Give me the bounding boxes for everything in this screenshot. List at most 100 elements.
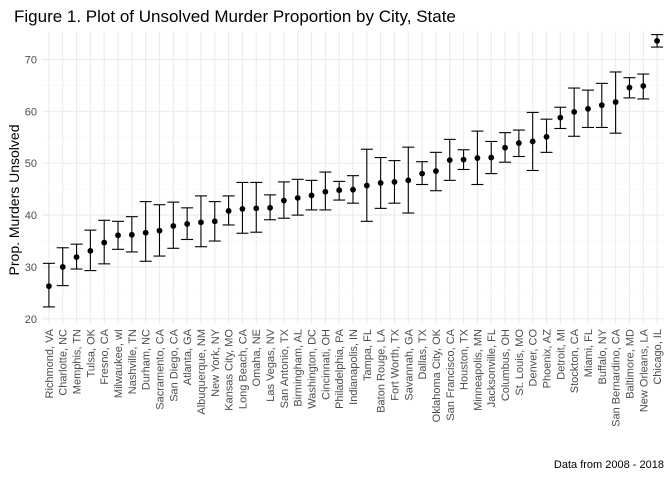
x-tick-label: Milwaukee, wI — [113, 329, 125, 398]
data-point — [239, 205, 246, 212]
data-point — [474, 155, 481, 161]
x-tick-label: Kansas City, MO — [224, 329, 236, 411]
x-tick-label: Jacksonville, FL — [486, 329, 498, 407]
x-tick-label: Buffalo, NY — [597, 328, 609, 384]
data-point — [488, 154, 495, 161]
data-point — [391, 179, 398, 185]
data-point — [543, 133, 550, 140]
x-axis-ticks: Richmond, VA Charlotte, NC Memphis, TN Tuls… — [44, 328, 664, 427]
x-tick-label: Detroit, MI — [555, 329, 567, 380]
x-tick-label: Columbus, OH — [500, 329, 512, 401]
data-point — [280, 197, 287, 204]
data-point — [585, 105, 591, 112]
x-tick-label: Fort Worth, TX — [389, 328, 401, 400]
x-tick-label: Las Vegas, NV — [265, 328, 277, 401]
data-point — [405, 177, 412, 184]
data-point — [377, 180, 384, 186]
x-tick-label: Fresno, CA — [99, 328, 111, 384]
y-tick-label: 30 — [25, 262, 37, 274]
data-point — [571, 108, 578, 115]
chart-caption: Data from 2008 - 2018 — [554, 459, 664, 471]
x-tick-label: New York, NY — [210, 328, 222, 397]
data-point — [350, 186, 356, 193]
data-point — [170, 223, 177, 229]
x-tick-label: New Orleans, LA — [638, 328, 650, 412]
data-point — [59, 264, 66, 270]
data-point — [46, 283, 52, 290]
data-point — [101, 239, 108, 246]
x-tick-label: Richmond, VA — [44, 328, 56, 398]
data-point — [128, 231, 135, 238]
data-point — [612, 99, 619, 105]
data-point — [640, 83, 647, 89]
data-point — [87, 247, 94, 254]
x-tick-label: Charlotte, NC — [58, 329, 70, 396]
y-axis-label: Prop. Murders Unsolved — [6, 125, 22, 276]
x-tick-label: Miami, FL — [583, 329, 595, 377]
data-point — [446, 157, 453, 164]
x-tick-label: Savannah, GA — [403, 328, 415, 400]
x-tick-label: Houston, TX — [459, 328, 471, 390]
y-tick-label: 70 — [25, 55, 37, 67]
y-tick-label: 60 — [25, 106, 37, 118]
data-point — [198, 219, 204, 226]
x-tick-label: San Antonio, TX — [279, 328, 291, 408]
data-point — [557, 114, 564, 121]
x-tick-label: Omaha, NE — [251, 329, 263, 386]
data-point — [142, 229, 149, 236]
data-point — [294, 195, 301, 201]
x-tick-label: Stockton, CA — [569, 328, 581, 393]
x-tick-label: Oklahoma City, OK — [431, 328, 443, 422]
x-tick-label: Philadelphia, PA — [334, 328, 346, 409]
chart-title: Figure 1. Plot of Unsolved Murder Propor… — [14, 7, 456, 26]
x-tick-label: Albuquerque, NM — [196, 329, 208, 415]
data-points — [46, 37, 660, 290]
data-point — [115, 232, 121, 239]
y-tick-label: 50 — [25, 158, 37, 170]
data-point — [322, 188, 329, 195]
data-point — [73, 254, 80, 261]
y-tick-label: 40 — [25, 210, 37, 222]
x-tick-label: Cincinnati, OH — [320, 329, 332, 400]
x-tick-label: Atlanta, GA — [182, 328, 194, 385]
y-axis-ticks: 20 30 40 50 60 70 — [25, 55, 37, 326]
x-tick-label: Dallas, TX — [417, 328, 429, 379]
data-point — [336, 187, 343, 194]
x-tick-label: Durham, NC — [141, 329, 153, 390]
x-tick-label: Sacramento, CA — [154, 328, 166, 409]
x-tick-label: Chicago, IL — [652, 329, 664, 385]
data-point — [598, 102, 605, 109]
x-tick-label: Baltimore, MD — [624, 329, 636, 399]
data-point — [515, 140, 522, 146]
data-point — [225, 208, 232, 214]
x-tick-label: St. Louis, MO — [514, 329, 526, 396]
x-tick-label: Long Beach, CA — [237, 328, 249, 409]
x-tick-label: Tulsa, OK — [85, 328, 97, 377]
data-point — [308, 192, 315, 199]
data-point — [211, 218, 218, 225]
data-point — [529, 138, 536, 145]
x-tick-label: Baton Rouge, LA — [376, 328, 388, 412]
data-point — [502, 144, 508, 151]
x-tick-label: Nashville, TN — [127, 329, 139, 394]
data-point — [433, 168, 439, 174]
data-point — [460, 156, 467, 163]
data-point — [253, 205, 260, 212]
x-tick-label: Minneapolis, MN — [472, 329, 484, 411]
x-tick-label: San Francisco, CA — [445, 328, 457, 420]
x-tick-label: Indianapolis, IN — [348, 329, 360, 405]
data-point — [184, 221, 191, 227]
x-tick-label: Denver, CO — [528, 329, 540, 387]
x-tick-label: Birmingham, AL — [293, 329, 305, 407]
y-tick-label: 20 — [25, 314, 37, 326]
x-tick-label: Phoenix, AZ — [542, 329, 554, 389]
data-point — [626, 84, 633, 91]
x-tick-label: Memphis, TN — [72, 329, 84, 394]
data-point — [156, 227, 163, 234]
x-tick-label: Tampa, FL — [362, 329, 374, 381]
x-tick-label: San Bernardino, CA — [611, 328, 623, 426]
x-tick-label: San Diego, CA — [168, 328, 180, 401]
x-tick-label: Washington, DC — [307, 329, 319, 409]
